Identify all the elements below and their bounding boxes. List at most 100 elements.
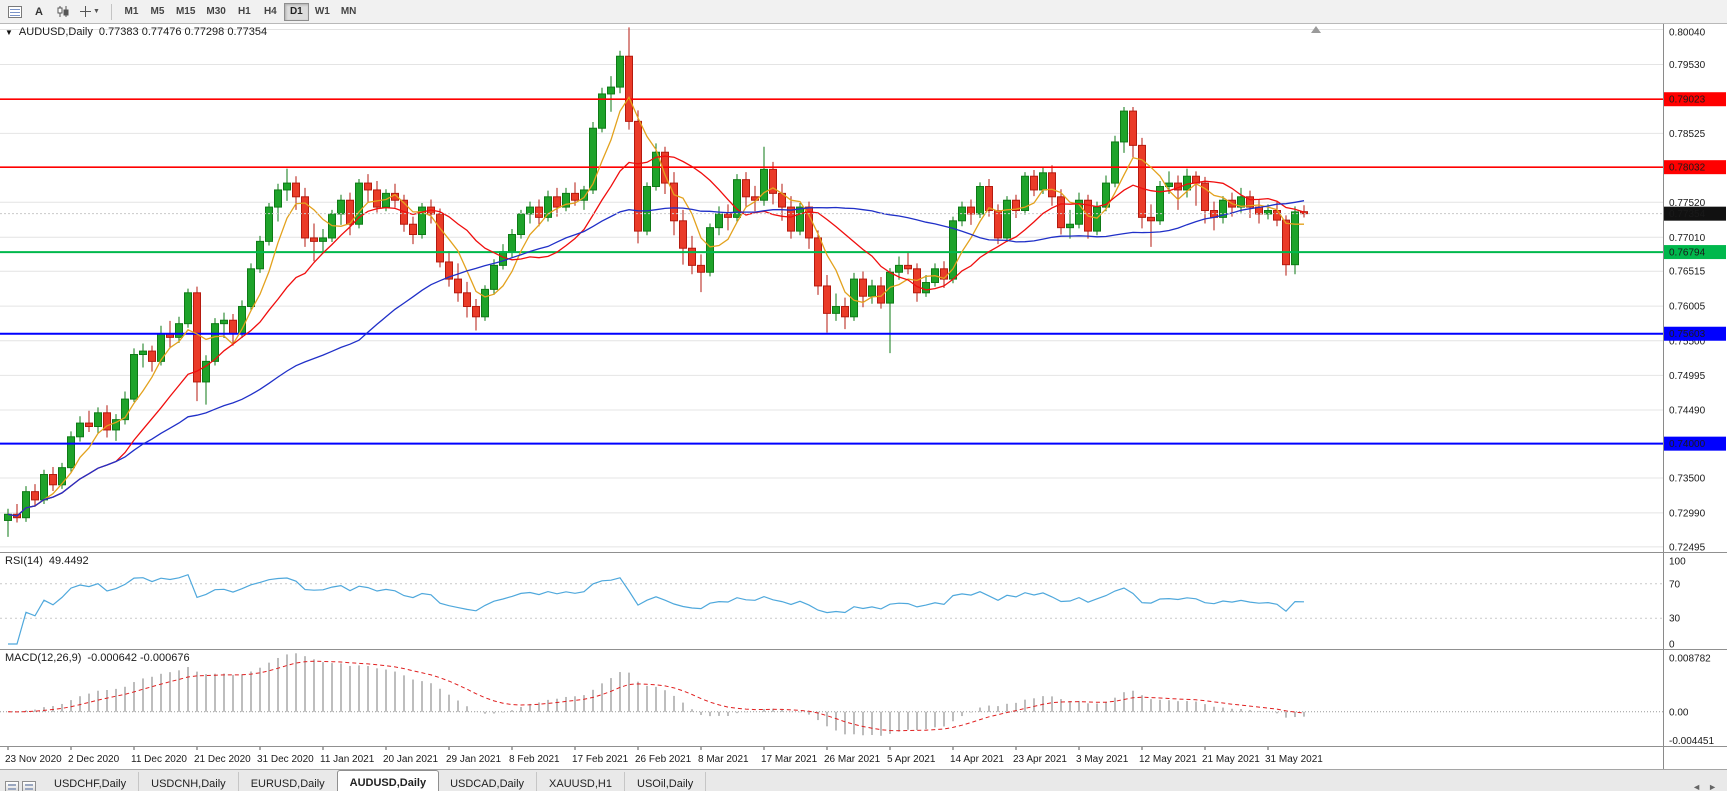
symbol-period-label: AUDUSD,Daily [18,26,93,38]
macd-header: MACD(12,26,9) -0.000642 -0.000676 [5,652,190,664]
time-axis-label: 29 Jan 2021 [446,754,501,765]
chevron-down-icon: ▼ [93,8,100,15]
svg-text:0.77010: 0.77010 [1669,233,1706,244]
svg-text:0.00: 0.00 [1669,707,1689,718]
toolbar-separator [110,3,112,20]
price-badge-0.78032 [1664,160,1726,175]
candlestick-icon [57,6,69,17]
svg-text:100: 100 [1669,557,1686,568]
macd-panel: MACD(12,26,9) -0.000642 -0.000676 0.0087… [0,649,1727,746]
timeframe-button-m15[interactable]: M15 [171,3,200,21]
svg-text:0.76005: 0.76005 [1669,302,1706,313]
svg-text:0.79530: 0.79530 [1669,60,1706,71]
svg-text:-0.004451: -0.004451 [1669,736,1714,746]
time-axis-label: 21 May 2021 [1202,754,1260,765]
timeframe-button-w1[interactable]: W1 [310,3,335,21]
tab-scroll-controls: ◄ ► [1684,782,1725,791]
timeframe-button-mn[interactable]: MN [336,3,362,21]
horizontal-line-objects[interactable] [0,98,1663,445]
timeframe-group: M1 M5 M15 M30 H1 H4 D1 W1 MN [119,2,362,21]
timeframe-button-m30[interactable]: M30 [201,3,230,21]
chart-tabs: USDCHF,Daily USDCNH,Daily EURUSD,Daily AUDU… [42,770,707,791]
rsi-panel: RSI(14) 49.4492 100 70 30 0 [0,552,1727,649]
chart-window-icon[interactable] [22,781,36,791]
time-axis-label: 21 Dec 2020 [194,754,251,765]
svg-text:0.77520: 0.77520 [1669,198,1706,209]
chart-tab-usoil-daily[interactable]: USOil,Daily [625,772,707,791]
ohlc-values: 0.77383 0.77476 0.77298 0.77354 [98,26,268,38]
time-axis-label: 17 Feb 2021 [572,754,629,765]
svg-text:0.76794: 0.76794 [1669,248,1706,259]
price-badge-0.75603 [1664,326,1726,341]
timeframe-button-m1[interactable]: M1 [119,3,144,21]
time-axis-label: 23 Apr 2021 [1013,754,1067,765]
time-axis-label: 31 May 2021 [1265,754,1323,765]
time-axis-label: 8 Feb 2021 [509,754,560,765]
svg-text:0.008782: 0.008782 [1669,654,1711,665]
svg-text:0.74995: 0.74995 [1669,371,1706,382]
text-tool-button[interactable]: A [28,2,50,21]
time-axis-label: 3 May 2021 [1076,754,1129,765]
tabs-scroll-left-icon[interactable]: ◄ [1692,782,1702,791]
price-gridlines [0,28,1663,548]
ma-line-fast-ma-gold [7,96,1304,517]
macd-values: -0.000642 -0.000676 [87,652,190,664]
candles-group [4,27,1308,537]
chart-tab-usdcad-daily[interactable]: USDCAD,Daily [438,772,538,791]
window-icon[interactable] [5,781,19,791]
timeframe-button-h4[interactable]: H4 [258,3,283,21]
price-badge-0.74000 [1664,436,1726,451]
crosshair-dropdown-button[interactable]: ▼ [76,2,104,21]
chart-shift-marker-icon[interactable] [1311,26,1321,33]
grid-icon [8,5,22,18]
time-axis-label: 23 Nov 2020 [5,754,62,765]
chart-tab-usdchf-daily[interactable]: USDCHF,Daily [42,772,140,791]
rsi-header: RSI(14) 49.4492 [5,555,89,567]
tabbar-icons [2,781,42,791]
time-axis: 23 Nov 2020 2 Dec 2020 11 Dec 2020 21 Dec 2… [0,746,1727,769]
svg-text:0.74000: 0.74000 [1669,439,1706,450]
svg-text:0.74490: 0.74490 [1669,406,1706,417]
chart-type-button[interactable] [52,2,74,21]
time-axis-label: 20 Jan 2021 [383,754,438,765]
time-axis-label: 14 Apr 2021 [950,754,1004,765]
time-axis-label: 8 Mar 2021 [698,754,749,765]
top-toolbar: A ▼ M1 M5 M15 M30 H1 H4 D1 W1 MN [0,0,1727,24]
price-badge-0.79023 [1664,92,1726,107]
svg-text:0.75500: 0.75500 [1669,336,1706,347]
timeframe-button-d1[interactable]: D1 [283,2,309,21]
timeframe-button-m5[interactable]: M5 [145,3,170,21]
time-axis-svg[interactable]: 23 Nov 2020 2 Dec 2020 11 Dec 2020 21 Dec 2… [0,747,1727,769]
tabs-scroll-right-icon[interactable]: ► [1708,782,1717,791]
timeframe-button-h1[interactable]: H1 [232,3,257,21]
rsi-chart-svg[interactable]: 100 70 30 0 [0,553,1727,649]
svg-text:0.78032: 0.78032 [1669,163,1706,174]
main-chart-svg[interactable]: 0.80040 0.79530 0.78525 0.77520 0.77010 0.765… [0,24,1727,552]
charts-grid-icon[interactable] [4,2,26,21]
price-badge-0.76794 [1664,245,1726,260]
macd-label: MACD(12,26,9) [5,652,82,664]
svg-text:0.73500: 0.73500 [1669,473,1706,484]
svg-text:0.77354: 0.77354 [1669,209,1706,220]
current-price-badge [1664,206,1726,221]
time-axis-label: 2 Dec 2020 [68,754,120,765]
crosshair-icon [80,6,91,17]
time-axis-label: 26 Mar 2021 [824,754,881,765]
macd-chart-svg[interactable]: 0.008782 0.00 -0.004451 [0,650,1727,746]
svg-text:0.80040: 0.80040 [1669,28,1706,39]
chart-tab-xauusd-h1[interactable]: XAUUSD,H1 [537,772,625,791]
time-axis-label: 26 Feb 2021 [635,754,692,765]
rsi-value: 49.4492 [48,555,89,567]
main-chart-panel: ▼ AUDUSD,Daily 0.77383 0.77476 0.77298 0… [0,24,1727,552]
svg-text:30: 30 [1669,614,1681,625]
time-axis-label: 11 Dec 2020 [131,754,187,765]
chart-tab-audusd-daily[interactable]: AUDUSD,Daily [336,770,440,791]
time-axis-label: 31 Dec 2020 [257,754,314,765]
one-click-trading-icon[interactable]: ▼ [5,27,13,37]
chart-title-row: ▼ AUDUSD,Daily 0.77383 0.77476 0.77298 0… [5,26,267,38]
svg-text:0.75603: 0.75603 [1669,329,1706,340]
svg-text:0.72495: 0.72495 [1669,542,1706,552]
chart-tab-eurusd-daily[interactable]: EURUSD,Daily [239,772,338,791]
chart-tab-usdcnh-daily[interactable]: USDCNH,Daily [139,772,239,791]
